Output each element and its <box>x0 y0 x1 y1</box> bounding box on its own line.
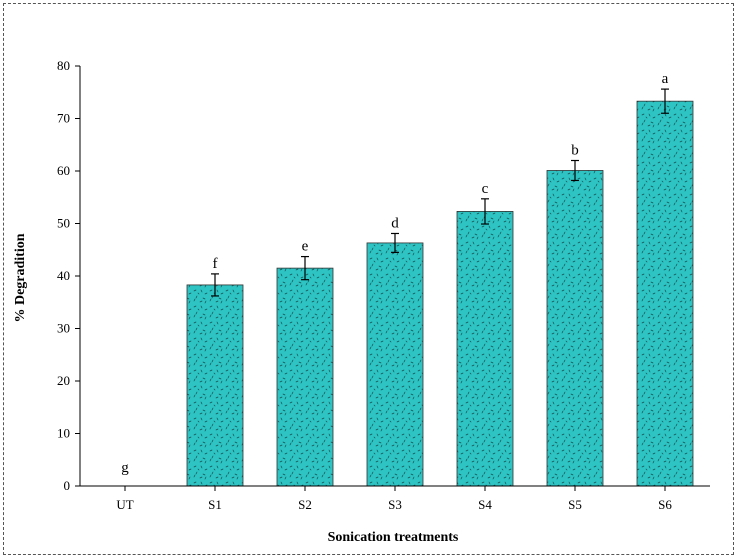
y-tick-label: 0 <box>64 478 71 493</box>
x-tick-label: S4 <box>478 497 492 512</box>
x-axis-title: Sonication treatments <box>328 530 459 545</box>
bar <box>276 267 334 487</box>
significance-letter: f <box>213 256 218 272</box>
bar <box>546 170 604 487</box>
significance-letter: g <box>121 460 129 476</box>
bar <box>366 242 424 487</box>
y-tick-label: 40 <box>57 268 70 283</box>
significance-letter: a <box>662 71 669 87</box>
y-tick-label: 20 <box>57 373 70 388</box>
y-axis-title: % Degradition <box>13 233 28 322</box>
significance-letter: e <box>302 239 309 255</box>
bar <box>456 211 514 487</box>
y-tick-label: 80 <box>57 58 70 73</box>
bar <box>636 100 694 487</box>
significance-letter: c <box>482 181 489 197</box>
x-tick-label: S5 <box>568 497 582 512</box>
chart-frame <box>3 3 734 555</box>
x-tick-label: S6 <box>658 497 672 512</box>
significance-letter: d <box>391 215 399 231</box>
y-tick-label: 10 <box>57 426 70 441</box>
y-tick-label: 50 <box>57 216 70 231</box>
significance-letter: b <box>571 143 579 159</box>
y-tick-label: 30 <box>57 321 70 336</box>
x-tick-label: S2 <box>298 497 312 512</box>
bar <box>186 284 244 487</box>
x-tick-label: S3 <box>388 497 402 512</box>
x-tick-label: UT <box>116 497 133 512</box>
x-tick-label: S1 <box>208 497 222 512</box>
y-tick-label: 70 <box>57 111 70 126</box>
y-tick-label: 60 <box>57 163 70 178</box>
